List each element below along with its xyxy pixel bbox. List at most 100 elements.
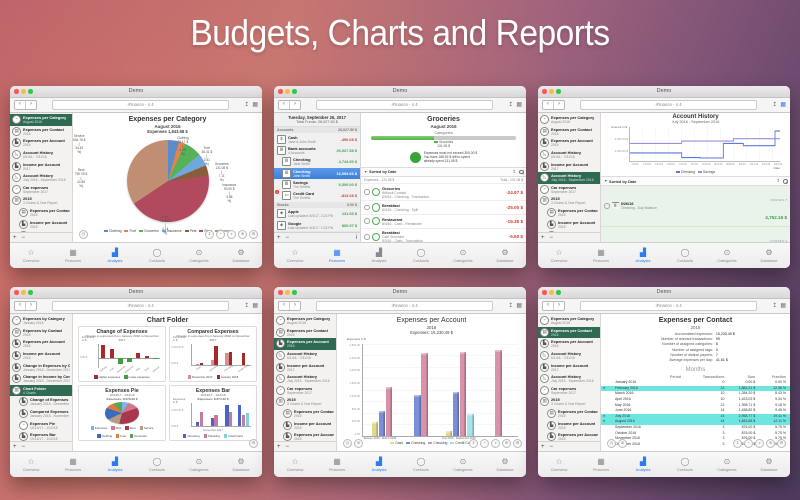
chart-list-item[interactable]: ▙ Income per Account 2015 bbox=[538, 218, 600, 230]
transaction-row[interactable]: Restaurant 8/4/16 - Cash - Remainder -19.… bbox=[361, 215, 526, 229]
tab[interactable]: ▦ Finances bbox=[328, 457, 346, 472]
account-row[interactable]: ◈ Google Last updated: 8/4/17, 2:23 PM 80… bbox=[274, 219, 360, 230]
zoom-icon[interactable] bbox=[556, 290, 561, 295]
filter-icon[interactable]: ▼ bbox=[364, 169, 368, 174]
traffic-lights[interactable] bbox=[14, 290, 33, 295]
account-row[interactable]: ▭ 1 Credit Card The Smiths -813.08 $ bbox=[275, 190, 357, 201]
transaction-row[interactable]: Groceries Without Contact 8/5/16 - Checkin… bbox=[361, 184, 526, 202]
chart-list-item[interactable]: ▙ Income per Account 2015 bbox=[274, 419, 336, 431]
tab[interactable]: ☆ Overview bbox=[22, 248, 40, 263]
chart-list-item[interactable]: ▙ Expenses per Account 2016 bbox=[10, 137, 72, 149]
add-chart-button[interactable]: + bbox=[13, 443, 17, 450]
chart-list-item[interactable]: ▥ 2015 3 Charts & One Report bbox=[538, 195, 600, 207]
nav-buttons[interactable]: ‹ › bbox=[542, 100, 565, 110]
traffic-lights[interactable] bbox=[278, 290, 297, 295]
columns-type-icon[interactable]: ◑ bbox=[227, 230, 236, 239]
chart-list-item[interactable]: ▥ 2015 3 Charts & One Report bbox=[274, 396, 336, 408]
add-account-button[interactable]: + bbox=[277, 234, 281, 241]
transaction-row[interactable]: Breakfast 8/4/16 - Checking - Split -25.0… bbox=[361, 201, 526, 215]
tab[interactable]: ◯ Contacts bbox=[149, 248, 165, 263]
tab[interactable]: ⚙ Database bbox=[760, 248, 778, 263]
remove-account-button[interactable]: − bbox=[285, 234, 290, 241]
account-row[interactable]: Budgets bbox=[274, 230, 360, 232]
tab[interactable]: ◯ Contacts bbox=[413, 248, 429, 263]
tab[interactable]: ⊙ Categories bbox=[189, 457, 209, 472]
tab[interactable]: ▦ Finances bbox=[64, 457, 82, 472]
nav-buttons[interactable]: ‹ › bbox=[278, 100, 301, 110]
chart-list-item[interactable]: ▙ Income per Account 2015 bbox=[538, 419, 600, 431]
chart-list-item[interactable]: ▤ Expenses per Contact 2016 bbox=[274, 327, 336, 339]
traffic-lights[interactable] bbox=[542, 89, 561, 94]
title-bar[interactable]: Demo bbox=[10, 287, 262, 299]
zoom-icon[interactable] bbox=[556, 89, 561, 94]
remove-chart-button[interactable]: − bbox=[285, 443, 290, 450]
clock-icon[interactable]: ◷ bbox=[79, 230, 88, 239]
account-row[interactable]: $ Cash Jane & John Smith -490.08 $ bbox=[274, 133, 360, 144]
chart-list-item[interactable]: ▤ Expenses per Contact 2016 bbox=[538, 126, 600, 138]
chart-list-item[interactable]: ▙ Income per Account 2018 bbox=[10, 350, 72, 362]
tab[interactable]: ▟ Analysis bbox=[107, 248, 123, 263]
transaction-row[interactable]: Breakfast Café Sunshine 8/3/16 - Cash - Tr… bbox=[361, 229, 526, 242]
options-icon[interactable]: ⊜ bbox=[618, 439, 627, 448]
settings-icon[interactable]: ⚙ bbox=[249, 230, 258, 239]
print-icon[interactable]: ↥ bbox=[508, 303, 514, 309]
close-icon[interactable] bbox=[278, 89, 283, 94]
panel-expenses-bar[interactable]: Expenses Bar 10/14/17 - 1/12/18 Expenses… bbox=[169, 385, 257, 441]
pie-type-icon[interactable]: ◔ bbox=[744, 439, 753, 448]
pie-type-icon[interactable]: ◔ bbox=[216, 230, 225, 239]
tab[interactable]: ▦ Finances bbox=[592, 457, 610, 472]
add-chart-button[interactable]: + bbox=[541, 234, 545, 241]
settings-icon[interactable]: ⚙ bbox=[513, 439, 522, 448]
settings-icon[interactable]: ⚙ bbox=[777, 439, 786, 448]
chart-list-item[interactable]: ▙ Income per Account 2017 bbox=[274, 361, 336, 373]
account-row[interactable]: Ⅲ Checking John Smith 16,094.66 $ bbox=[274, 167, 360, 179]
tab[interactable]: ☆ Overview bbox=[22, 457, 40, 472]
close-icon[interactable] bbox=[14, 89, 19, 94]
panel-expenses-pie[interactable]: Expenses Pie 10/14/17 - 1/12/18 Expenses… bbox=[78, 385, 166, 441]
bar3d-chart[interactable]: 2,800.00 2,400.00 2,000.00 1,600.00 1,200.00… bbox=[343, 344, 518, 437]
remove-chart-button[interactable]: − bbox=[549, 234, 554, 241]
nav-buttons[interactable]: ‹ › bbox=[14, 100, 37, 110]
chart-list-item[interactable]: ◔ Car expenses September 2017 bbox=[538, 385, 600, 397]
zoom-icon[interactable] bbox=[28, 89, 33, 94]
chart-list-item[interactable]: ◔ Car expenses September 2017 bbox=[538, 184, 600, 196]
tab[interactable]: ⚙ Database bbox=[232, 457, 250, 472]
tab[interactable]: ▟ Analysis bbox=[371, 248, 387, 263]
share-icon[interactable]: ↥ bbox=[512, 168, 516, 174]
chart-list-item[interactable]: ▤ Expenses by Contact 2018 bbox=[10, 327, 72, 339]
chart-list-item[interactable]: ▙ Expenses per Account 2016 bbox=[538, 137, 600, 149]
tab[interactable]: ◯ Contacts bbox=[677, 457, 693, 472]
tab[interactable]: ⊙ Categories bbox=[189, 248, 209, 263]
tab[interactable]: ☆ Overview bbox=[550, 457, 568, 472]
zoom-icon[interactable] bbox=[292, 290, 297, 295]
tab[interactable]: ⊙ Categories bbox=[453, 457, 473, 472]
chart-list-item[interactable]: ▙Change in Income by ContactJanuary 2018… bbox=[10, 373, 72, 385]
chart-list-item[interactable]: ◔ Expenses per Category August 2016 bbox=[274, 315, 336, 327]
chart-list-item[interactable]: ▥ Chart Folder 4 Charts bbox=[10, 384, 72, 397]
tab[interactable]: ☆ Overview bbox=[286, 457, 304, 472]
chart-list-item[interactable]: ▙ Income per Account 2015 bbox=[10, 218, 72, 230]
nav-buttons[interactable]: ‹ › bbox=[542, 301, 565, 311]
share-icon[interactable]: ↥ bbox=[469, 439, 478, 448]
view-toggle-icon[interactable]: ▦ bbox=[516, 303, 522, 309]
tab[interactable]: ▦ Finances bbox=[64, 248, 82, 263]
columns-type-icon[interactable]: ◑ bbox=[755, 439, 764, 448]
chart-list-item[interactable]: ▥ 2015 3 Charts & One Report bbox=[538, 396, 600, 408]
chart-list-item[interactable]: ◔ Expenses Pie 10/14/17 - 1/12/18 bbox=[10, 419, 72, 431]
minimize-icon[interactable] bbox=[549, 89, 554, 94]
close-icon[interactable] bbox=[542, 290, 547, 295]
tab[interactable]: ▟ Analysis bbox=[371, 457, 387, 472]
print-icon[interactable]: ↥ bbox=[244, 303, 250, 309]
account-row[interactable]: Accounts 26,027.50 $ bbox=[274, 127, 360, 134]
traffic-lights[interactable] bbox=[14, 89, 33, 94]
tab[interactable]: ☆ Overview bbox=[550, 248, 568, 263]
account-row[interactable]: Ⅲ Checking Jane Smith 4,744.90 $ bbox=[274, 156, 360, 167]
title-bar[interactable]: Demo bbox=[274, 287, 526, 299]
table-row[interactable]: March 2016 10 1,284.20 $8.43 % bbox=[615, 391, 786, 396]
minimize-icon[interactable] bbox=[21, 290, 26, 295]
minimize-icon[interactable] bbox=[549, 290, 554, 295]
print-icon[interactable]: ↥ bbox=[772, 303, 778, 309]
settings-icon[interactable]: ⚙ bbox=[249, 439, 258, 448]
